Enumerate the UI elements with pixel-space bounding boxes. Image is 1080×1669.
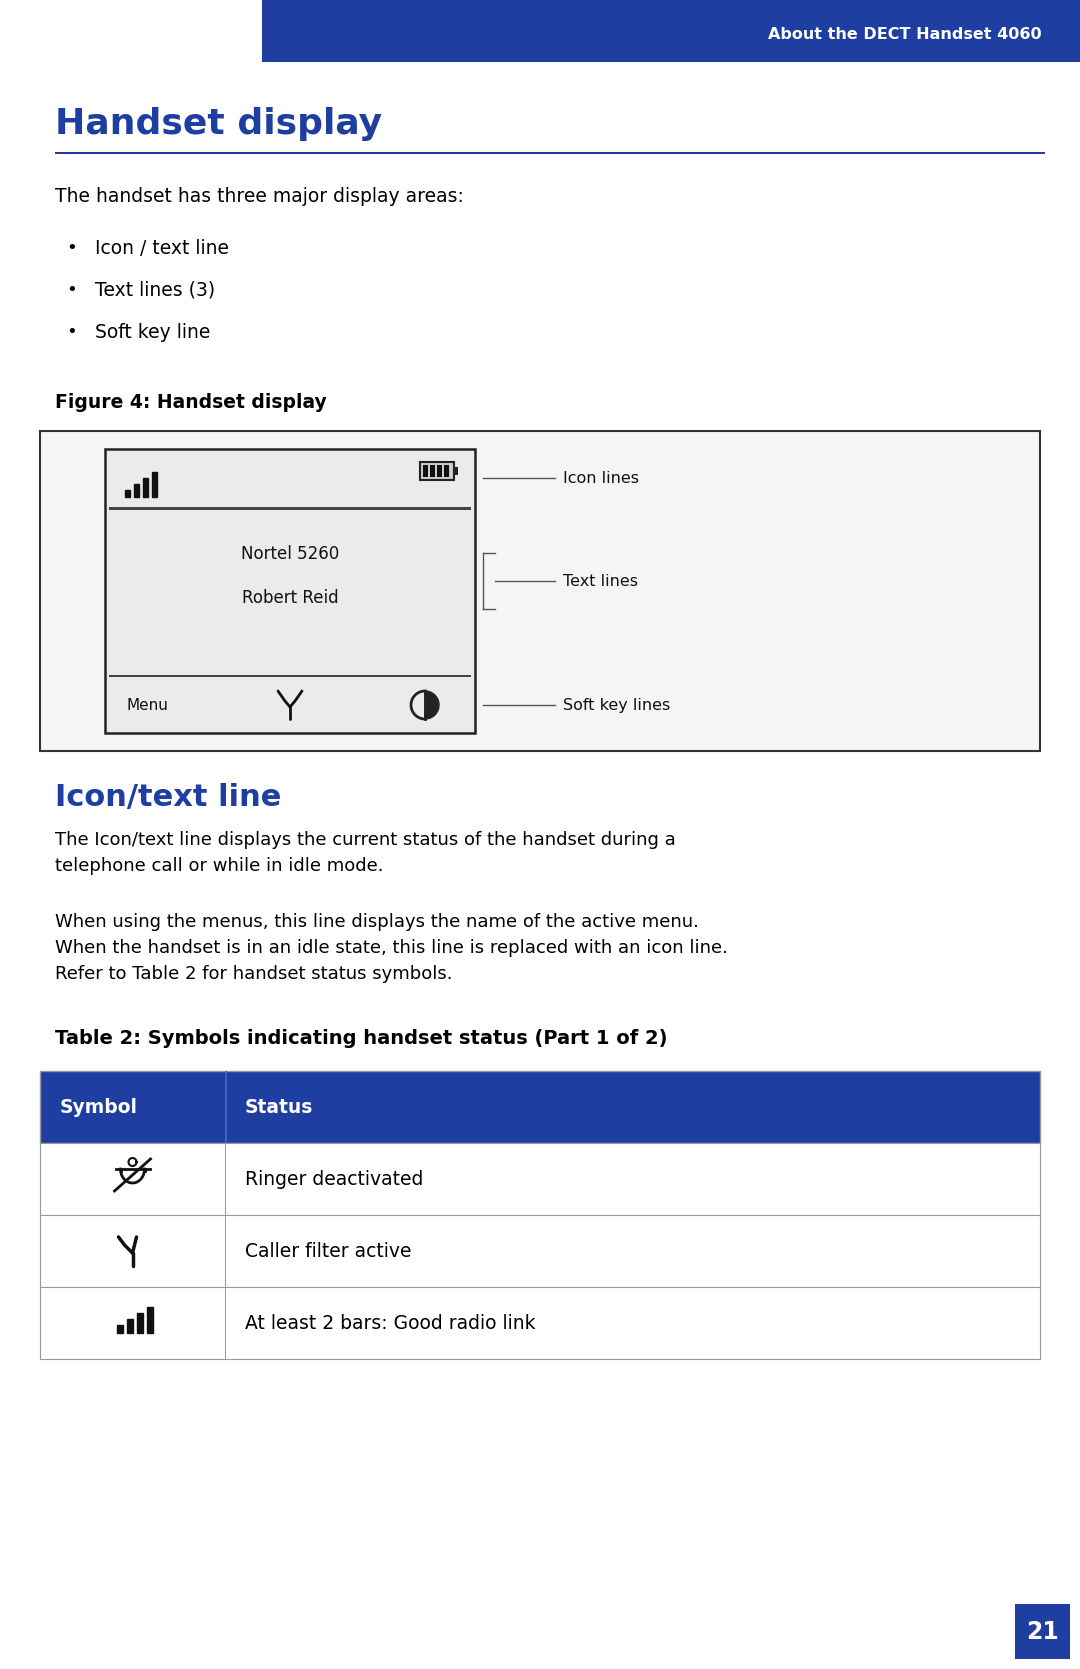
Bar xyxy=(117,1325,122,1334)
Text: •: • xyxy=(67,324,78,340)
Bar xyxy=(262,0,1080,62)
Bar xyxy=(55,152,1045,154)
Text: Menu: Menu xyxy=(127,698,168,713)
Text: Caller filter active: Caller filter active xyxy=(245,1242,411,1260)
Bar xyxy=(430,466,435,477)
Text: Ringer deactivated: Ringer deactivated xyxy=(245,1170,423,1188)
Bar xyxy=(454,467,458,476)
Bar xyxy=(147,1307,152,1334)
Bar xyxy=(109,507,471,509)
Text: When the handset is in an idle state, this line is replaced with an icon line.: When the handset is in an idle state, th… xyxy=(55,940,728,956)
Bar xyxy=(136,1314,143,1334)
Bar xyxy=(40,1071,1040,1143)
Text: Icon/text line: Icon/text line xyxy=(55,783,282,813)
Bar xyxy=(125,491,130,497)
Text: Robert Reid: Robert Reid xyxy=(242,589,338,608)
Text: Status: Status xyxy=(245,1098,313,1117)
Text: At least 2 bars: Good radio link: At least 2 bars: Good radio link xyxy=(245,1314,536,1332)
Bar xyxy=(105,449,475,733)
Bar xyxy=(40,431,1040,751)
Text: Refer to Table 2 for handset status symbols.: Refer to Table 2 for handset status symb… xyxy=(55,965,453,983)
Text: Handset display: Handset display xyxy=(55,107,382,140)
Bar xyxy=(126,1319,133,1334)
Text: Soft key lines: Soft key lines xyxy=(563,698,671,713)
Text: Text lines (3): Text lines (3) xyxy=(95,280,215,300)
Text: Symbol: Symbol xyxy=(60,1098,138,1117)
Text: The handset has three major display areas:: The handset has three major display area… xyxy=(55,187,464,205)
Bar xyxy=(437,466,442,477)
Text: When using the menus, this line displays the name of the active menu.: When using the menus, this line displays… xyxy=(55,913,699,931)
Text: •: • xyxy=(67,239,78,257)
Bar xyxy=(40,1215,1040,1287)
Bar xyxy=(225,1071,227,1143)
Bar xyxy=(40,1143,1040,1215)
Bar xyxy=(420,462,454,481)
Text: Soft key line: Soft key line xyxy=(95,324,211,342)
Bar xyxy=(1015,1604,1070,1659)
Bar xyxy=(143,477,148,497)
Text: The Icon/text line displays the current status of the handset during a: The Icon/text line displays the current … xyxy=(55,831,676,850)
Bar xyxy=(134,484,139,497)
Text: 21: 21 xyxy=(1026,1619,1058,1644)
Text: About the DECT Handset 4060: About the DECT Handset 4060 xyxy=(768,27,1042,42)
Text: Text lines: Text lines xyxy=(563,574,638,589)
Text: Table 2: Symbols indicating handset status (Part 1 of 2): Table 2: Symbols indicating handset stat… xyxy=(55,1030,667,1048)
Text: Icon / text line: Icon / text line xyxy=(95,239,229,259)
Bar xyxy=(423,466,428,477)
Text: Icon lines: Icon lines xyxy=(563,471,639,486)
Polygon shape xyxy=(426,691,438,719)
Text: Nortel 5260: Nortel 5260 xyxy=(241,546,339,562)
Bar xyxy=(444,466,449,477)
Text: telephone call or while in idle mode.: telephone call or while in idle mode. xyxy=(55,856,383,875)
Text: Figure 4: Handset display: Figure 4: Handset display xyxy=(55,392,327,412)
Bar xyxy=(152,472,157,497)
Bar xyxy=(109,674,471,678)
Text: •: • xyxy=(67,280,78,299)
Bar xyxy=(40,1287,1040,1359)
